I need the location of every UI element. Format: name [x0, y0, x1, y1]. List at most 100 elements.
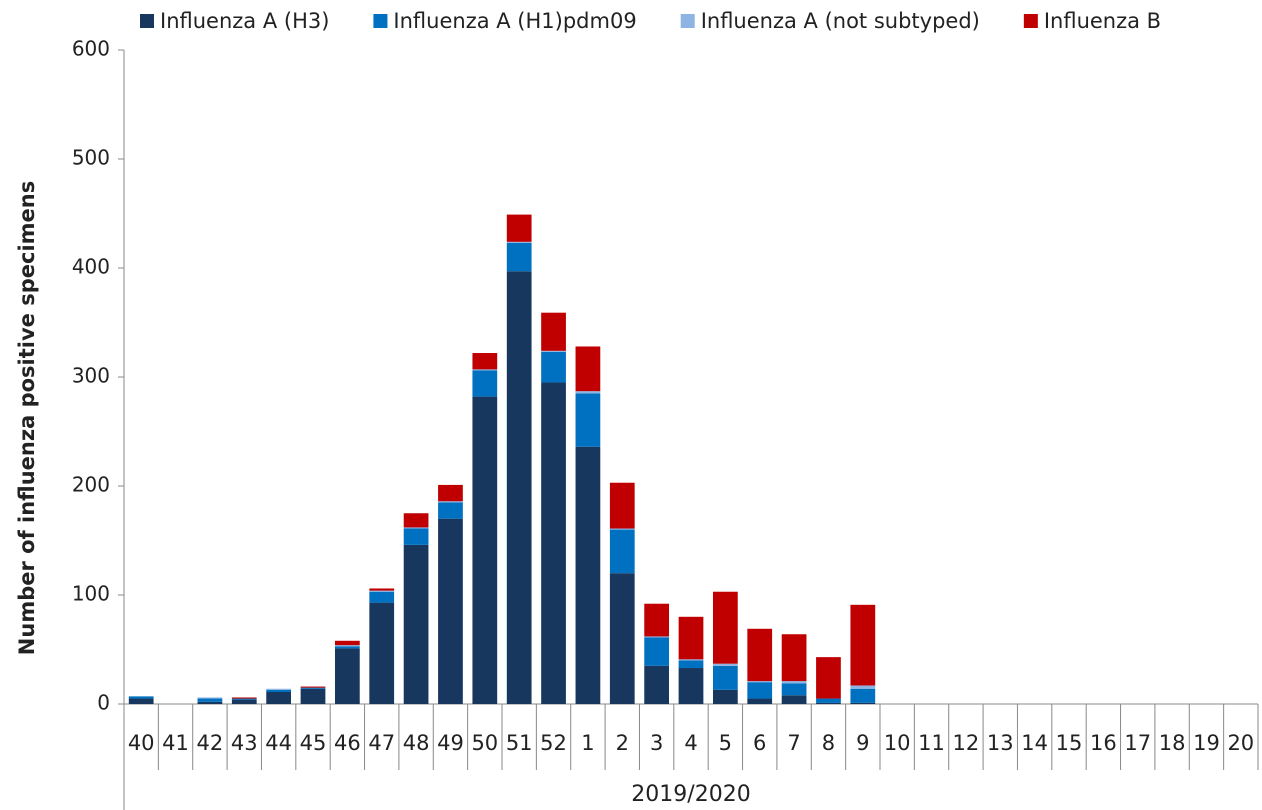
- bar-segment: [850, 688, 876, 703]
- bar-segment: [506, 241, 532, 243]
- bar-segment: [369, 590, 395, 592]
- bar-segment: [300, 688, 326, 704]
- bar-segment: [678, 659, 704, 661]
- bar-segment: [266, 688, 292, 690]
- x-tick-label: 43: [231, 731, 258, 755]
- x-tick-label: 52: [540, 731, 567, 755]
- bar-segment: [231, 698, 257, 700]
- bar-segment: [712, 591, 738, 664]
- bar-segment: [678, 668, 704, 704]
- bar-segment: [781, 634, 807, 682]
- bar-segment: [781, 683, 807, 696]
- bar-segment: [816, 702, 841, 704]
- legend-swatch: [140, 14, 154, 28]
- bar-segment: [609, 528, 635, 530]
- x-tick-label: 12: [953, 731, 980, 755]
- bar-segment: [850, 702, 876, 704]
- bar-segment: [506, 242, 532, 272]
- y-tick-label: 0: [97, 691, 110, 715]
- bar-segment: [541, 350, 566, 352]
- x-tick-label: 47: [368, 731, 395, 755]
- bar-segment: [403, 527, 429, 529]
- x-tick-label: 42: [197, 731, 224, 755]
- bar-segment: [575, 346, 601, 392]
- bar-segment: [128, 696, 154, 699]
- bar-segment: [747, 682, 773, 699]
- legend-swatch: [373, 14, 388, 28]
- bar-segment: [541, 382, 566, 704]
- bar-segment: [609, 529, 635, 574]
- bar-segment: [403, 544, 429, 704]
- y-tick-label: 100: [72, 582, 110, 606]
- x-tick-label: 48: [403, 731, 430, 755]
- x-tick-label: 45: [300, 731, 327, 755]
- bar-segment: [609, 482, 635, 529]
- bar-segment: [266, 692, 292, 704]
- bar-segment: [678, 616, 704, 660]
- bar-segment: [197, 701, 223, 704]
- bar-segment: [334, 640, 360, 646]
- bar-segment: [816, 698, 841, 703]
- bar-segment: [609, 573, 635, 704]
- y-tick-label: 200: [72, 473, 110, 497]
- bar-segment: [472, 370, 498, 397]
- bar-segment: [506, 271, 532, 704]
- bar-segment: [781, 695, 807, 704]
- bar-segment: [369, 602, 395, 704]
- bar-segment: [403, 528, 429, 545]
- x-tick-label: 6: [753, 731, 766, 755]
- bar-segment: [300, 687, 326, 689]
- bar-segment: [438, 502, 463, 519]
- bar-segment: [300, 686, 326, 688]
- x-tick-label: 50: [471, 731, 498, 755]
- x-tick-label: 41: [162, 731, 189, 755]
- bar-segment: [438, 501, 463, 503]
- y-tick-label: 300: [72, 364, 110, 388]
- x-tick-label: 44: [265, 731, 292, 755]
- bar-segment: [231, 699, 257, 704]
- bar-segment: [850, 685, 876, 689]
- bar-segment: [197, 698, 223, 702]
- bar-segment: [334, 645, 360, 647]
- bar-segment: [575, 391, 601, 394]
- legend-label: Influenza A (not subtyped): [701, 9, 980, 33]
- bar-segment: [816, 657, 841, 699]
- bar-segment: [369, 591, 395, 603]
- x-tick-label: 5: [719, 731, 732, 755]
- bar-segment: [575, 446, 601, 704]
- x-tick-label: 8: [822, 731, 835, 755]
- x-tick-label: 7: [787, 731, 800, 755]
- bar-segment: [334, 648, 360, 704]
- x-tick-label: 1: [581, 731, 594, 755]
- x-tick-label: 19: [1193, 731, 1220, 755]
- x-tick-label: 40: [128, 731, 155, 755]
- bar-segment: [644, 637, 670, 666]
- bar-segment: [231, 697, 257, 699]
- x-tick-label: 18: [1159, 731, 1186, 755]
- bar-segment: [506, 214, 532, 242]
- y-axis-title: Number of influenza positive specimens: [15, 181, 39, 655]
- bar-segment: [438, 484, 463, 502]
- bar-segment: [438, 518, 463, 704]
- bar-segment: [266, 689, 292, 693]
- x-tick-label: 4: [684, 731, 697, 755]
- y-tick-label: 400: [72, 255, 110, 279]
- bar-segment: [747, 681, 773, 683]
- x-tick-label: 16: [1090, 731, 1117, 755]
- bar-segment: [403, 513, 429, 528]
- legend-swatch: [680, 14, 695, 28]
- x-tick-label: 17: [1124, 731, 1151, 755]
- y-tick-label: 600: [72, 37, 110, 61]
- x-tick-label: 14: [1021, 731, 1048, 755]
- bar-segment: [678, 660, 704, 669]
- x-tick-label: 15: [1056, 731, 1083, 755]
- bar-segment: [369, 588, 395, 591]
- bar-segment: [644, 603, 670, 637]
- bar-segment: [541, 351, 566, 383]
- x-tick-label: 10: [884, 731, 911, 755]
- bar-segment: [781, 681, 807, 684]
- bar-segment: [712, 665, 738, 690]
- legend-label: Influenza A (H3): [160, 9, 329, 33]
- x-tick-label: 13: [987, 731, 1014, 755]
